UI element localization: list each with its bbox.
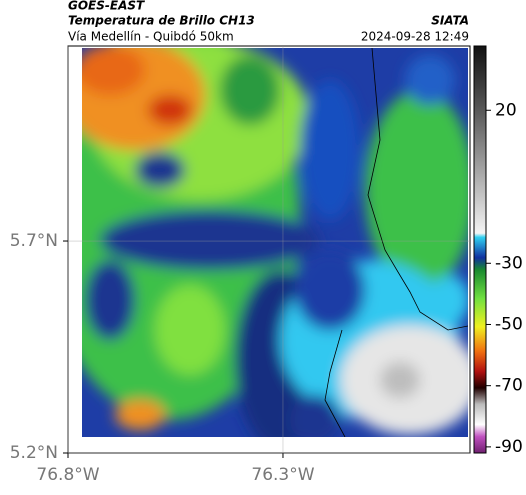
credit: SIATA [431, 14, 469, 28]
subtitle: Vía Medellín - Quibdó 50km [68, 30, 234, 44]
boundary [367, 48, 468, 331]
colorbar-tick-label: -30 [495, 253, 523, 273]
source: GOES-EAST [68, 0, 145, 13]
x-tick-label: 76.8°W [36, 465, 99, 485]
timestamp: 2024-09-28 12:49 [361, 30, 469, 44]
x-tick-label: 76.3°W [251, 465, 314, 485]
imagery [82, 48, 468, 437]
colorbar [473, 45, 487, 454]
colorbar-tick-label: -90 [495, 437, 523, 457]
cloud-field [82, 48, 468, 437]
y-tick-label: 5.2°N [10, 443, 58, 463]
boundary [324, 329, 346, 437]
title: Temperatura de Brillo CH13 [68, 14, 255, 28]
colorbar-tick-label: -50 [495, 314, 523, 334]
y-tick-label: 5.7°N [10, 231, 58, 251]
colorbar-tick-label: 20 [495, 100, 517, 120]
colorbar-tick-label: -70 [495, 376, 523, 396]
